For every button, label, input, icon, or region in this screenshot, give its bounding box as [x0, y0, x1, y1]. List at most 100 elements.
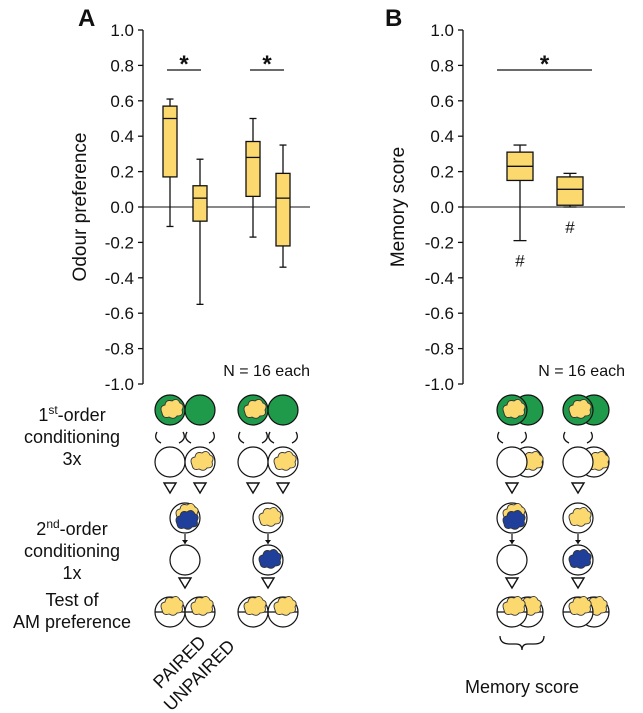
y-tick-label: -0.8	[425, 340, 454, 359]
box-note: #	[565, 218, 575, 237]
swap-arc	[185, 431, 192, 444]
arrow-head	[260, 577, 276, 590]
y-tick-label: 0.2	[430, 163, 454, 182]
odour-blob	[568, 506, 592, 527]
arrow-head	[504, 577, 520, 590]
panel-letter: A	[78, 5, 95, 32]
y-tick-label: 0.6	[430, 92, 454, 111]
row-label: 1x	[62, 563, 81, 583]
y-tick-label: 0.4	[110, 127, 134, 146]
odour-blob	[568, 595, 592, 616]
significance-mark: *	[262, 51, 272, 78]
swap-arc	[178, 431, 185, 444]
swap-arc	[261, 431, 268, 444]
swap-arc	[208, 431, 215, 444]
y-tick-label: 0.2	[110, 163, 134, 182]
row-sup: st	[48, 403, 58, 417]
y-tick-label: -0.2	[425, 233, 454, 252]
row-label: 2nd-order	[36, 517, 107, 539]
y-tick-label: 0.6	[110, 92, 134, 111]
swap-arc	[238, 431, 245, 444]
odour-cup	[169, 544, 201, 576]
arrow-tip	[575, 540, 581, 544]
row-label: Test of	[45, 590, 99, 610]
box	[275, 172, 291, 247]
y-tick-label: 1.0	[430, 21, 454, 40]
arrow-tip	[265, 540, 271, 544]
swap-arc	[291, 431, 298, 444]
note: N = 16 each	[223, 363, 310, 380]
significance-mark: *	[540, 51, 550, 78]
odour-cup	[184, 394, 216, 426]
arrow-head	[275, 482, 291, 495]
y-tick-label: 1.0	[110, 21, 134, 40]
y-tick-label: -0.2	[105, 233, 134, 252]
box	[192, 185, 208, 222]
row-sup: nd	[46, 517, 59, 531]
y-tick-label: -1.0	[105, 375, 134, 394]
arrow-head	[504, 482, 520, 495]
arrow-head	[570, 482, 586, 495]
y-tick-label: 0.8	[110, 56, 134, 75]
odour-blob	[175, 509, 199, 530]
row-text: -order	[60, 519, 108, 539]
box	[556, 176, 584, 206]
arrow-head	[192, 482, 208, 495]
swap-arc	[586, 431, 593, 444]
odour-cup	[496, 446, 528, 478]
box	[245, 140, 261, 198]
odour-blob	[160, 398, 184, 419]
y-tick-label: -0.4	[105, 269, 134, 288]
row-label: conditioning	[24, 541, 120, 561]
swap-arc	[497, 431, 504, 444]
note: N = 16 each	[538, 363, 625, 380]
odour-blob	[243, 595, 267, 616]
y-tick-label: 0.8	[430, 56, 454, 75]
odour-cup	[267, 394, 299, 426]
y-tick-label: 0.4	[430, 127, 454, 146]
arrow-tip	[182, 540, 188, 544]
swap-arc	[563, 431, 570, 444]
odour-blob	[190, 450, 214, 471]
arrow-head	[177, 577, 193, 590]
y-tick-label: -0.4	[425, 269, 454, 288]
row-label: AM preference	[13, 612, 131, 632]
arrow-head	[162, 482, 178, 495]
box-note: #	[515, 252, 525, 271]
brace-label: Memory score	[465, 677, 579, 697]
row-number: 1	[38, 405, 48, 425]
odour-cup	[154, 446, 186, 478]
odour-blob	[258, 506, 282, 527]
odour-cup	[562, 446, 594, 478]
odour-blob	[568, 548, 592, 569]
swap-arc	[155, 431, 162, 444]
y-tick-label: -0.6	[105, 304, 134, 323]
panel-letter: B	[385, 5, 402, 32]
odour-blob	[190, 595, 214, 616]
box	[162, 105, 178, 178]
y-tick-label: 0.0	[110, 198, 134, 217]
y-tick-label: 0.0	[430, 198, 454, 217]
significance-mark: *	[179, 51, 189, 78]
row-text: -order	[58, 405, 106, 425]
brace	[499, 635, 545, 651]
y-tick-label: -0.6	[425, 304, 454, 323]
arrow-head	[245, 482, 261, 495]
row-label: 1st-order	[38, 403, 105, 425]
odour-blob	[502, 509, 526, 530]
y-tick-label: -1.0	[425, 375, 454, 394]
odour-blob	[502, 398, 526, 419]
row-label: conditioning	[24, 427, 120, 447]
odour-blob	[273, 450, 297, 471]
arrow-head	[570, 577, 586, 590]
y-axis-label: Memory score	[388, 147, 409, 267]
swap-arc	[268, 431, 275, 444]
swap-arc	[520, 431, 527, 444]
arrow-tip	[509, 540, 515, 544]
odour-blob	[568, 398, 592, 419]
odour-blob	[258, 548, 282, 569]
odour-blob	[273, 595, 297, 616]
row-number: 2	[36, 519, 46, 539]
y-tick-label: -0.8	[105, 340, 134, 359]
